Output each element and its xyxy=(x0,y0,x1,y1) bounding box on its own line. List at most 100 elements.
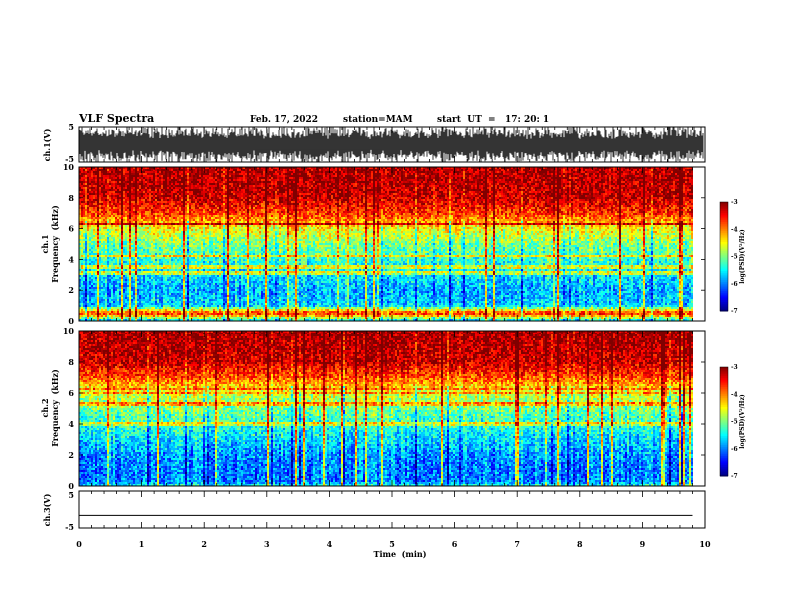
spectrogram-cell xyxy=(151,203,153,205)
spectrogram-cell xyxy=(89,279,91,281)
spectrogram-cell xyxy=(125,231,127,233)
spectrogram-cell xyxy=(109,187,111,189)
spectrogram-cell xyxy=(125,283,127,285)
spectrogram-cell xyxy=(121,177,123,179)
spectrogram-cell xyxy=(95,305,97,307)
spectrogram-cell xyxy=(147,183,149,185)
spectrogram-cell xyxy=(111,195,113,197)
spectrogram-cell xyxy=(131,311,133,313)
spectrogram-cell xyxy=(101,233,103,235)
spectrogram-cell xyxy=(123,269,125,271)
spectrogram-cell xyxy=(155,279,157,281)
spectrogram-cell xyxy=(89,299,91,301)
spectrogram-cell xyxy=(113,277,115,279)
spectrogram-cell xyxy=(123,267,125,269)
spectrogram-cell xyxy=(127,195,129,197)
spectrogram-cell xyxy=(151,169,153,171)
spectrogram-cell xyxy=(153,225,155,227)
spectrogram-cell xyxy=(107,239,109,241)
spectrogram-cell xyxy=(131,253,133,255)
spectrogram-cell xyxy=(119,291,121,293)
spectrogram-cell xyxy=(113,241,115,243)
spectrogram-cell xyxy=(105,285,107,287)
spectrogram-cell xyxy=(93,187,95,189)
spectrogram-cell xyxy=(125,223,127,225)
spectrogram-cell xyxy=(85,229,87,231)
spectrogram-cell xyxy=(151,259,153,261)
spectrogram-cell xyxy=(95,275,97,277)
spectrogram-cell xyxy=(119,215,121,217)
spectrogram-cell xyxy=(143,215,145,217)
spectrogram-cell xyxy=(131,213,133,215)
spectrogram-cell xyxy=(127,175,129,177)
spectrogram-cell xyxy=(127,249,129,251)
spectrogram-cell xyxy=(151,269,153,271)
spectrogram-cell xyxy=(89,255,91,257)
spectrogram-cell xyxy=(87,207,89,209)
spectrogram-cell xyxy=(143,247,145,249)
spectrogram-cell xyxy=(123,223,125,225)
spectrogram-cell xyxy=(145,217,147,219)
spectrogram-cell xyxy=(133,189,135,191)
spectrogram-cell xyxy=(115,311,117,313)
spectrogram-cell xyxy=(155,169,157,171)
spectrogram-cell xyxy=(153,265,155,267)
spectrogram-cell xyxy=(121,277,123,279)
spectrogram-cell xyxy=(139,259,141,261)
spectrogram-cell xyxy=(93,193,95,195)
spectrogram-cell xyxy=(139,311,141,313)
spectrogram-cell xyxy=(109,277,111,279)
spectrogram-cell xyxy=(127,235,129,237)
spectrogram-cell xyxy=(115,225,117,227)
spectrogram-cell xyxy=(91,297,93,299)
spectrogram-cell xyxy=(101,295,103,297)
spectrogram-cell xyxy=(81,249,83,251)
spectrogram-cell xyxy=(105,289,107,291)
spectrogram-cell xyxy=(97,271,99,273)
spectrogram-cell xyxy=(85,275,87,277)
spectrogram-cell xyxy=(133,221,135,223)
spectrogram-cell xyxy=(81,257,83,259)
spectrogram-cell xyxy=(149,295,151,297)
spectrogram-cell xyxy=(155,251,157,253)
spectrogram-cell xyxy=(97,233,99,235)
spectrogram-cell xyxy=(117,311,119,313)
spectrogram-cell xyxy=(123,307,125,309)
spectrogram-cell xyxy=(119,289,121,291)
spectrogram-cell xyxy=(143,311,145,313)
spectrogram-cell xyxy=(155,311,157,313)
spectrogram-cell xyxy=(95,293,97,295)
spectrogram-cell xyxy=(155,189,157,191)
spectrogram-cell xyxy=(97,269,99,271)
spectrogram-cell xyxy=(99,297,101,299)
spectrogram-cell xyxy=(115,251,117,253)
spectrogram-cell xyxy=(101,289,103,291)
spectrogram-cell xyxy=(81,267,83,269)
spectrogram-cell xyxy=(85,305,87,307)
spectrogram-cell xyxy=(109,235,111,237)
spectrogram-cell xyxy=(117,187,119,189)
spectrogram-cell xyxy=(107,269,109,271)
spectrogram-cell xyxy=(107,297,109,299)
spectrogram-cell xyxy=(151,263,153,265)
spectrogram-cell xyxy=(149,265,151,267)
spectrogram-cell xyxy=(139,241,141,243)
spectrogram-cell xyxy=(87,267,89,269)
spectrogram-cell xyxy=(129,183,131,185)
spectrogram-cell xyxy=(103,171,105,173)
spectrogram-cell xyxy=(145,293,147,295)
spectrogram-cell xyxy=(83,199,85,201)
spectrogram-cell xyxy=(151,273,153,275)
spectrogram-cell xyxy=(147,189,149,191)
spectrogram-cell xyxy=(125,281,127,283)
spectrogram-cell xyxy=(87,227,89,229)
spectrogram-cell xyxy=(87,199,89,201)
spectrogram-cell xyxy=(89,195,91,197)
spectrogram-cell xyxy=(105,215,107,217)
spectrogram-cell xyxy=(91,303,93,305)
spectrogram-cell xyxy=(89,277,91,279)
spectrogram-cell xyxy=(143,205,145,207)
spectrogram-cell xyxy=(115,285,117,287)
spectrogram-cell xyxy=(111,261,113,263)
spectrogram-cell xyxy=(83,221,85,223)
